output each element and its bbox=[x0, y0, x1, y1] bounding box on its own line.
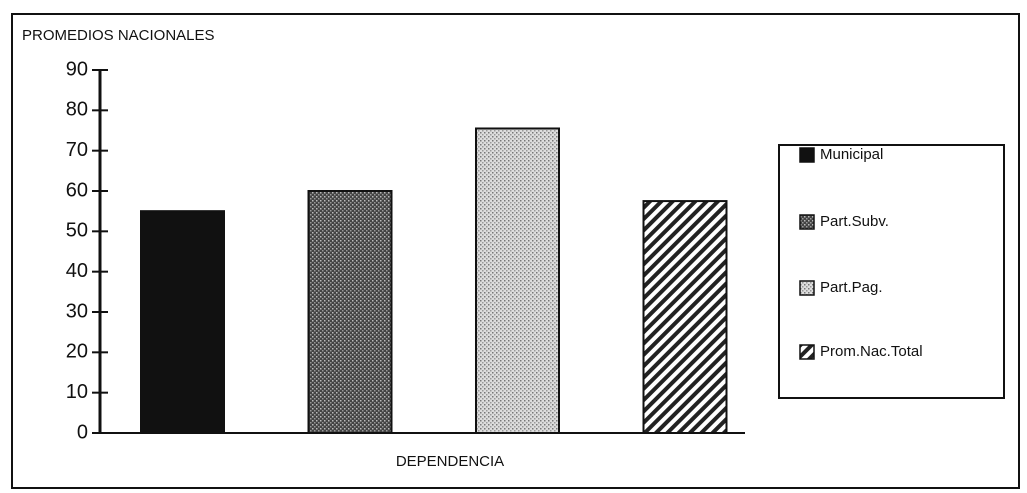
legend-box bbox=[778, 144, 1005, 399]
bar bbox=[307, 190, 393, 434]
y-tick-label: 50 bbox=[66, 220, 88, 242]
bar bbox=[642, 200, 728, 434]
y-tick-label: 40 bbox=[66, 260, 88, 282]
y-tick-label: 60 bbox=[66, 179, 88, 201]
y-tick-label: 10 bbox=[66, 381, 88, 403]
x-axis-label: DEPENDENCIA bbox=[396, 453, 504, 470]
y-tick-label: 70 bbox=[66, 139, 88, 161]
legend-label: Municipal bbox=[820, 146, 883, 163]
y-tick-label: 90 bbox=[66, 58, 88, 80]
axis-title: PROMEDIOS NACIONALES bbox=[22, 27, 215, 44]
legend-swatch bbox=[799, 214, 815, 230]
legend-label: Prom.Nac.Total bbox=[820, 343, 923, 360]
y-tick-label: 0 bbox=[77, 421, 88, 443]
bar bbox=[140, 210, 225, 434]
legend-swatch bbox=[799, 147, 815, 163]
legend-swatch bbox=[799, 280, 815, 296]
legend-swatch bbox=[799, 344, 815, 360]
y-tick-label: 20 bbox=[66, 341, 88, 363]
legend-label: Part.Pag. bbox=[820, 279, 883, 296]
legend-label: Part.Subv. bbox=[820, 213, 889, 230]
y-tick-label: 80 bbox=[66, 99, 88, 121]
bar bbox=[475, 127, 560, 434]
y-tick-label: 30 bbox=[66, 300, 88, 322]
